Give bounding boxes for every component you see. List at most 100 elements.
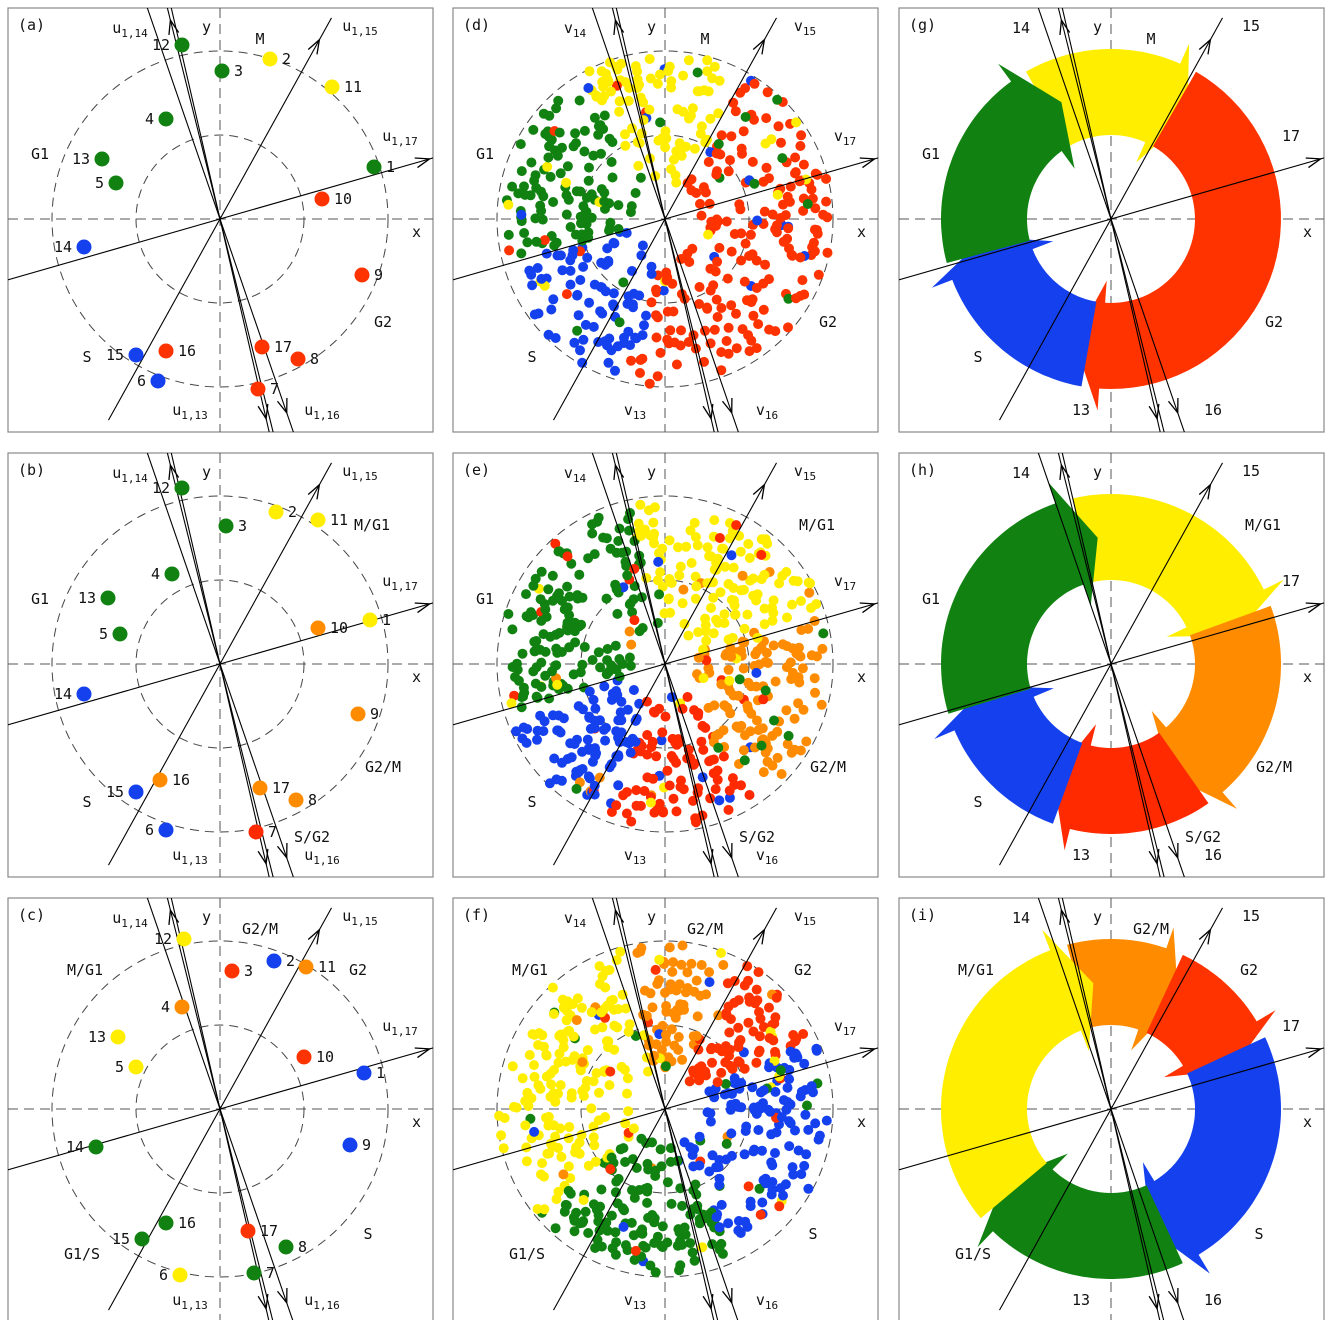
x-axis-label: x [1303, 1113, 1312, 1131]
scatter-point [767, 615, 778, 626]
scatter-point [736, 255, 747, 266]
scatter-point [557, 265, 568, 276]
y-axis-label: y [647, 18, 656, 36]
scatter-point [588, 321, 599, 332]
scatter-point [628, 594, 639, 605]
scatter-point [761, 647, 772, 658]
scatter-point [596, 1007, 607, 1018]
ray-arrowhead [859, 1047, 877, 1059]
scatter-point [685, 1238, 696, 1249]
scatter-point [611, 584, 622, 595]
scatter-point [805, 578, 815, 589]
scatter-point [718, 960, 729, 970]
sample-point [356, 1065, 372, 1081]
scatter-point [602, 340, 612, 351]
ray-arrowhead [1198, 483, 1212, 500]
scatter-point [745, 229, 756, 240]
sample-point [134, 1231, 150, 1247]
cycle-arc-s-g2 [1053, 724, 1209, 851]
scatter-point [571, 1015, 582, 1026]
sample-point-label: 9 [370, 705, 379, 723]
scatter-point [625, 660, 636, 671]
scatter-point [589, 723, 600, 733]
scatter-point [764, 1033, 775, 1044]
sample-point [158, 343, 174, 359]
scatter-point [632, 66, 643, 77]
scatter-point [811, 225, 822, 235]
scatter-point [739, 276, 750, 287]
scatter-point [503, 609, 514, 619]
scatter-point [603, 76, 614, 87]
scatter-point [742, 1221, 753, 1232]
sample-point [310, 512, 326, 528]
scatter-point [587, 655, 598, 665]
scatter-point [723, 634, 734, 645]
scatter-point [764, 1062, 774, 1073]
scatter-point [591, 1068, 602, 1079]
ray-arrowhead [414, 602, 432, 614]
scatter-point [791, 648, 802, 659]
scatter-point [683, 55, 694, 66]
scatter-point [726, 131, 737, 142]
scatter-point [524, 1050, 535, 1060]
scatter-point [775, 1065, 786, 1076]
scatter-point [566, 1092, 577, 1103]
scatter-point [542, 161, 553, 172]
scatter-point [743, 975, 754, 986]
scatter-point [626, 355, 636, 366]
sample-point [314, 191, 330, 207]
scatter-point [633, 160, 644, 171]
scatter-point [709, 324, 720, 335]
scatter-point [654, 589, 665, 600]
panel-h: 13 14 15 16 17 x y (h) M/G1 G1 G2/M S/G2 S [898, 452, 1325, 878]
scatter-point [700, 137, 711, 148]
ray-arrowhead [752, 483, 766, 500]
scatter-point [618, 1221, 629, 1232]
scatter-point [600, 286, 611, 297]
sample-point [110, 1029, 126, 1045]
sample-point-label: 5 [95, 174, 104, 192]
scatter-point [782, 1097, 793, 1107]
scatter-point [603, 1036, 614, 1047]
scatter-point [595, 662, 606, 673]
scatter-point [618, 790, 629, 801]
scatter-point [557, 595, 567, 606]
scatter-point [664, 574, 675, 584]
sample-point-label: 16 [178, 1214, 196, 1232]
scatter-point [652, 371, 663, 382]
scatter-point [582, 1045, 593, 1056]
scatter-point [600, 735, 611, 746]
scatter-point [536, 566, 547, 577]
scatter-point [760, 259, 771, 270]
y-axis-label: y [647, 908, 656, 926]
projection-ray [899, 602, 1324, 726]
cycle-arc-s [931, 236, 1097, 387]
scatter-point [551, 660, 562, 671]
scatter-point [683, 630, 694, 641]
sample-point [174, 999, 190, 1015]
scatter-point [650, 964, 661, 975]
ray-label: u1,15 [342, 462, 378, 483]
scatter-point [649, 502, 660, 513]
scatter-point [691, 975, 702, 986]
scatter-point [592, 1234, 603, 1245]
sample-point-label: 13 [72, 150, 90, 168]
scatter-point [599, 187, 610, 198]
phase-label: G2/M [1256, 758, 1292, 776]
sample-point [128, 1059, 144, 1075]
phase-label: S [973, 348, 982, 366]
scatter-point [752, 995, 763, 1006]
scatter-point [553, 1088, 563, 1099]
scatter-point [627, 607, 638, 618]
panel-f: v13 v14 v15 v16 v17 x y (f) G2/M G2 M/G1 S G1/S [452, 897, 879, 1320]
scatter-point [795, 141, 806, 151]
scatter-point [550, 1223, 561, 1234]
scatter-point [710, 784, 721, 795]
scatter-point [655, 1144, 666, 1155]
scatter-point [661, 267, 672, 278]
ray-arrowhead [168, 18, 180, 35]
scatter-point [731, 343, 742, 354]
sample-point [262, 51, 278, 67]
scatter-point [599, 110, 610, 121]
ray-label: u1,15 [342, 907, 378, 928]
